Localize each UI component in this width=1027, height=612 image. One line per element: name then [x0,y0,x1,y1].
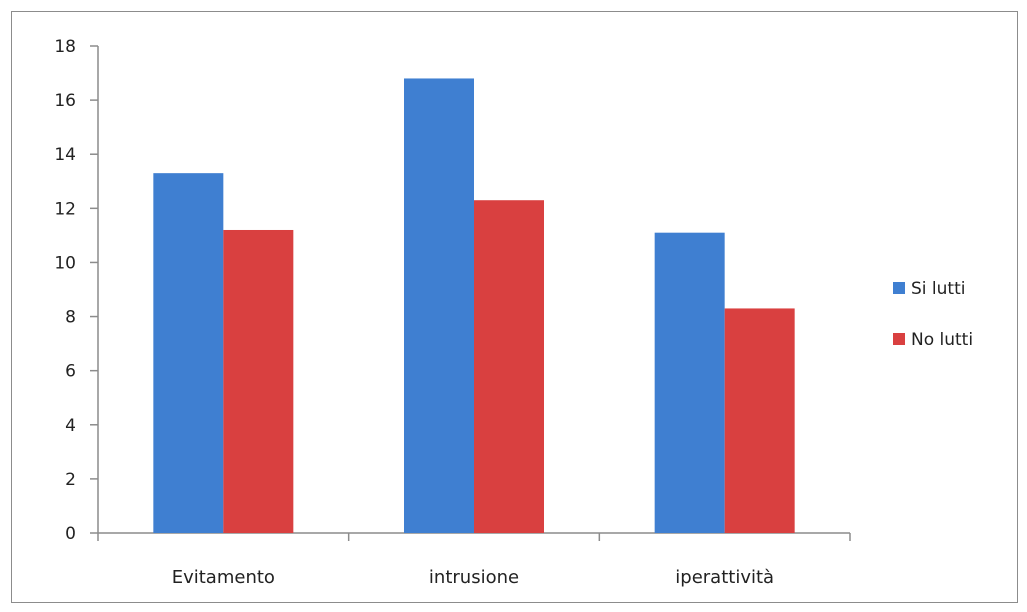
x-axis: Evitamento intrusione iperattività [97,532,851,588]
bar-si-lutti-0 [153,173,224,533]
x-category-label: Evitamento [172,567,275,588]
y-tick-label: 0 [65,524,76,544]
x-category-label: iperattività [675,567,774,588]
legend: Si lutti No lutti [893,279,973,350]
y-tick-label: 6 [65,362,76,382]
bar-no-lutti-2 [724,308,795,533]
bars [153,78,795,533]
y-tick-label: 2 [65,470,76,490]
y-tick-label: 12 [54,199,76,219]
y-tick-label: 10 [54,253,76,273]
y-tick-label: 18 [54,37,76,57]
legend-swatch [893,282,905,294]
x-category-label: intrusione [429,567,519,588]
bar-no-lutti-0 [223,229,294,533]
y-tick-label: 14 [54,145,76,165]
bar-si-lutti-1 [404,78,474,533]
y-axis: 0 2 4 6 8 10 12 14 16 18 [54,37,99,544]
bar-si-lutti-2 [654,232,725,533]
y-tick-label: 4 [65,416,76,436]
legend-swatch [893,333,905,345]
y-tick-label: 8 [65,308,76,328]
y-tick-label: 16 [54,91,76,111]
bar-no-lutti-1 [474,200,544,533]
legend-label: Si lutti [911,279,965,299]
legend-label: No lutti [911,330,973,350]
